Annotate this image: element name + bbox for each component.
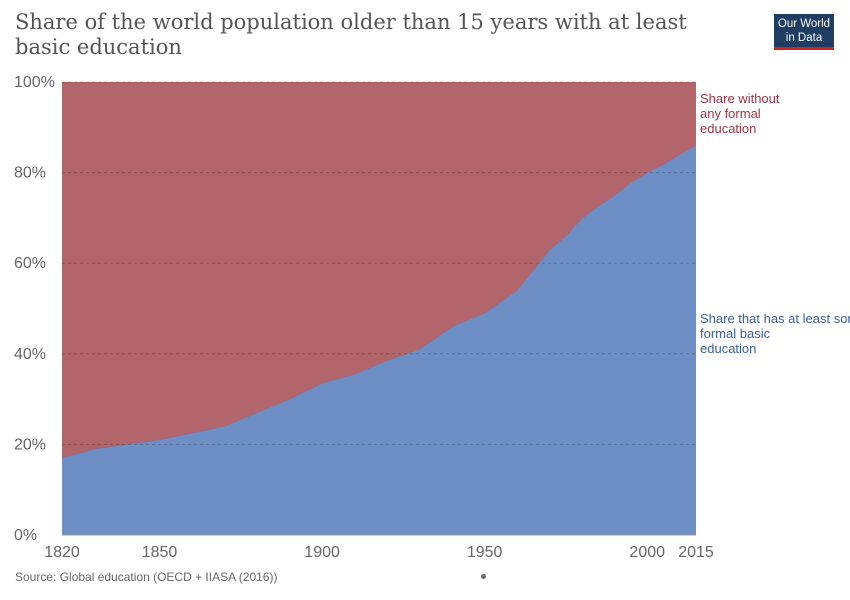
- area-series-no-education: [62, 82, 696, 458]
- series-boundary-line: [61, 145, 697, 459]
- series-label-none-line: Share without: [700, 91, 780, 106]
- series-label-no-education: Share without any formal education: [700, 91, 780, 136]
- y-tick-label-20: 20%: [14, 436, 46, 453]
- x-tick-label-1850: 1850: [142, 544, 178, 561]
- logo-line-1: Our World: [777, 18, 831, 30]
- x-tick-label-2000: 2000: [629, 544, 665, 561]
- x-tick-label-1820: 1820: [44, 544, 80, 561]
- area-series-basic-education: [62, 145, 696, 536]
- series-label-basic-line: education: [700, 341, 756, 356]
- timeline-dot[interactable]: [481, 574, 486, 579]
- y-tick-label-60: 60%: [14, 255, 46, 272]
- series-label-basic-line: Share that has at least some: [700, 311, 850, 326]
- x-tick-label-1950: 1950: [467, 544, 503, 561]
- y-tick-label-0: 0%: [14, 527, 37, 544]
- x-tick-label-2015: 2015: [678, 544, 714, 561]
- y-tick-label-40: 40%: [14, 346, 46, 363]
- chart-title: Share of the world population older than…: [15, 10, 687, 59]
- series-label-none-line: education: [700, 121, 756, 136]
- x-tick-label-1900: 1900: [304, 544, 340, 561]
- owid-logo[interactable]: Our World in Data: [774, 14, 834, 50]
- y-tick-label-100: 100%: [14, 74, 55, 91]
- series-label-none-line: any formal: [700, 106, 761, 121]
- y-tick-label-80: 80%: [14, 165, 46, 182]
- series-label-basic-line: formal basic: [700, 326, 771, 341]
- series-label-basic-education: Share that has at least some formal basic…: [700, 311, 850, 356]
- logo-line-2: in Data: [785, 32, 823, 44]
- source-note[interactable]: Source: Global education (OECD + IIASA (…: [15, 570, 278, 584]
